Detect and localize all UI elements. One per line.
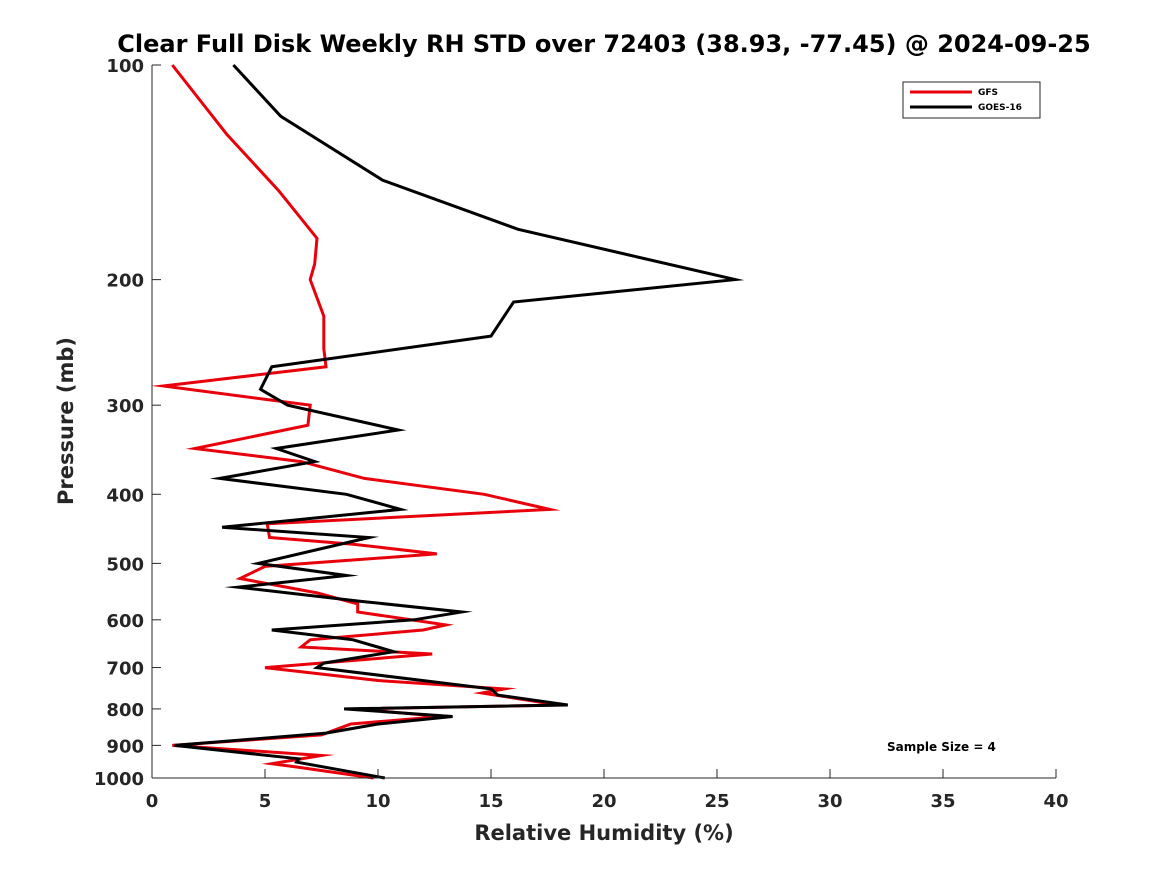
y-tick-label: 400 (106, 485, 144, 506)
y-tick-label: 700 (106, 659, 144, 680)
x-tick-label: 15 (478, 791, 503, 812)
ticks-layer: 0 5 10 15 20 25 30 35 40 100 200 300 400 500 600 700 800… (94, 56, 1069, 812)
y-axis-label: Pressure (mb) (54, 337, 78, 505)
series-layer (151, 63, 745, 780)
sample-size-annotation: Sample Size = 4 (887, 740, 996, 754)
x-tick-label: 0 (146, 791, 159, 812)
y-tick-label: 900 (106, 736, 144, 757)
chart-title: Clear Full Disk Weekly RH STD over 72403… (117, 30, 1090, 58)
series-line-goes-16 (174, 63, 745, 780)
x-tick-label: 20 (591, 791, 616, 812)
x-tick-label: 5 (259, 791, 272, 812)
legend-box (902, 81, 1041, 119)
x-tick-label: 25 (704, 791, 729, 812)
y-tick-label: 300 (106, 396, 144, 417)
legend-label-gfs: GFS (978, 88, 998, 98)
y-tick-label: 600 (106, 611, 144, 632)
x-tick-label: 35 (930, 791, 955, 812)
x-axis-label: Relative Humidity (%) (474, 821, 733, 845)
legend-label-goes-16: GOES-16 (978, 103, 1022, 113)
x-tick-label: 10 (365, 791, 390, 812)
y-tick-label: 200 (106, 271, 144, 292)
x-tick-label: 30 (817, 791, 842, 812)
legend: GFS GOES-16 (902, 81, 1041, 119)
x-tick-label: 40 (1043, 791, 1068, 812)
y-tick-label: 1000 (94, 769, 144, 790)
y-tick-label: 500 (106, 554, 144, 575)
y-tick-label: 100 (106, 56, 144, 77)
y-tick-label: 800 (106, 700, 144, 721)
